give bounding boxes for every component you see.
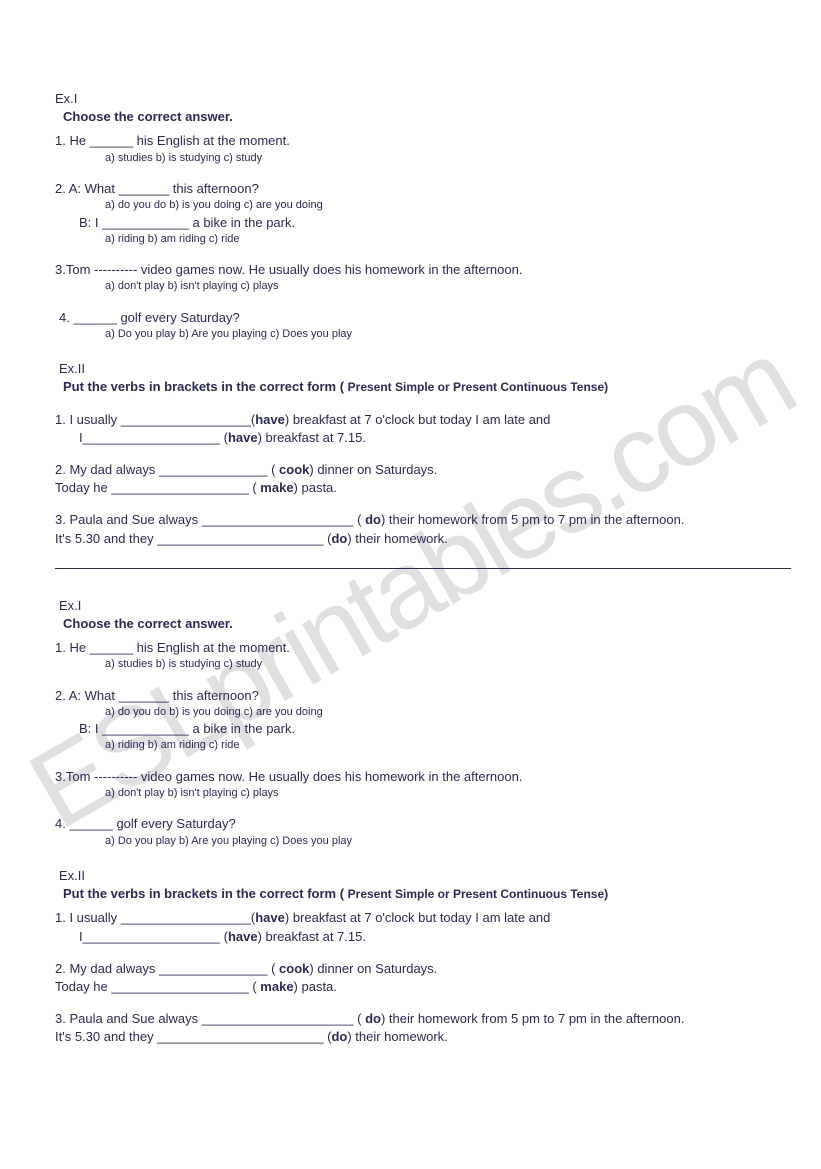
section2-ex1-header: Ex.I Choose the correct answer. [55, 597, 791, 633]
ex2-q3-line2-2: It's 5.30 and they _____________________… [55, 1028, 791, 1046]
ex2-instr-a: Put the verbs in brackets in the correct… [63, 379, 348, 394]
section1-q3: 3.Tom ---------- video games now. He usu… [55, 261, 791, 295]
q4-options: a) Do you play b) Are you playing c) Doe… [105, 327, 791, 342]
q2a-options-2: a) do you do b) is you doing c) are you … [105, 705, 791, 720]
ex2-instr-b-2: Present Simple or Present Continuous Ten… [348, 887, 609, 901]
section1-q1: 1. He ______ his English at the moment. … [55, 132, 791, 166]
q4-text: 4. ______ golf every Saturday? [59, 309, 791, 327]
ex2-instruction-2: Put the verbs in brackets in the correct… [63, 886, 608, 901]
q1-text: 1. He ______ his English at the moment. [55, 132, 791, 150]
ex2-instr-a-2: Put the verbs in brackets in the correct… [63, 886, 348, 901]
section1-ex1-header: Ex.I Choose the correct answer. [55, 90, 791, 126]
q2b-options: a) riding b) am riding c) ride [105, 232, 791, 247]
section1-ex2-q1: 1. I usually __________________(have) br… [55, 411, 791, 447]
section2-q4: 4. ______ golf every Saturday? a) Do you… [55, 815, 791, 849]
ex2-q1-line2: I___________________ (have) breakfast at… [79, 429, 791, 447]
ex2-q1-line1-2: 1. I usually __________________(have) br… [55, 909, 791, 927]
q2a-text-2: 2. A: What _______ this afternoon? [55, 687, 791, 705]
ex2-q2-line1-2: 2. My dad always _______________ ( cook)… [55, 960, 791, 978]
q2a-options: a) do you do b) is you doing c) are you … [105, 198, 791, 213]
q1-text-2: 1. He ______ his English at the moment. [55, 639, 791, 657]
q3-text: 3.Tom ---------- video games now. He usu… [55, 261, 791, 279]
q1-options-2: a) studies b) is studying c) study [105, 657, 791, 672]
ex1-instruction: Choose the correct answer. [63, 109, 233, 124]
q2b-text: B: I ____________ a bike in the park. [79, 214, 791, 232]
q4-options-2: a) Do you play b) Are you playing c) Doe… [105, 834, 791, 849]
ex2-q2-line2: Today he ___________________ ( make) pas… [55, 479, 791, 497]
section1-q2: 2. A: What _______ this afternoon? a) do… [55, 180, 791, 247]
section2-q3: 3.Tom ---------- video games now. He usu… [55, 768, 791, 802]
q3-text-2: 3.Tom ---------- video games now. He usu… [55, 768, 791, 786]
section2-ex2-q3: 3. Paula and Sue always ________________… [55, 1010, 791, 1046]
section2-q1: 1. He ______ his English at the moment. … [55, 639, 791, 673]
ex1-label: Ex.I [55, 91, 77, 106]
section2-ex2-q1: 1. I usually __________________(have) br… [55, 909, 791, 945]
q2b-text-2: B: I ____________ a bike in the park. [79, 720, 791, 738]
section1-ex2-q2: 2. My dad always _______________ ( cook)… [55, 461, 791, 497]
ex1-label-2: Ex.I [59, 598, 81, 613]
ex2-q3-line2: It's 5.30 and they _____________________… [55, 530, 791, 548]
ex2-label-2: Ex.II [59, 868, 85, 883]
q3-options-2: a) don't play b) isn't playing c) plays [105, 786, 791, 801]
ex2-label: Ex.II [59, 361, 85, 376]
ex2-q1-line1: 1. I usually __________________(have) br… [55, 411, 791, 429]
q3-options: a) don't play b) isn't playing c) plays [105, 279, 791, 294]
section1-ex2-header: Ex.II Put the verbs in brackets in the c… [55, 360, 791, 396]
ex2-instr-b: Present Simple or Present Continuous Ten… [348, 380, 609, 394]
ex2-q2-line1: 2. My dad always _______________ ( cook)… [55, 461, 791, 479]
ex2-q2-line2-2: Today he ___________________ ( make) pas… [55, 978, 791, 996]
ex1-instruction-2: Choose the correct answer. [63, 616, 233, 631]
ex2-q3-line1: 3. Paula and Sue always ________________… [55, 511, 791, 529]
q4-text-2: 4. ______ golf every Saturday? [55, 815, 791, 833]
q2b-options-2: a) riding b) am riding c) ride [105, 738, 791, 753]
q1-options: a) studies b) is studying c) study [105, 151, 791, 166]
section-divider [55, 568, 791, 569]
section2-q2: 2. A: What _______ this afternoon? a) do… [55, 687, 791, 754]
section2-ex2-header: Ex.II Put the verbs in brackets in the c… [55, 867, 791, 903]
section2-ex2-q2: 2. My dad always _______________ ( cook)… [55, 960, 791, 996]
q2a-text: 2. A: What _______ this afternoon? [55, 180, 791, 198]
ex2-q1-line2-2: I___________________ (have) breakfast at… [79, 928, 791, 946]
page-content: Ex.I Choose the correct answer. 1. He __… [0, 0, 821, 1083]
section1-q4: 4. ______ golf every Saturday? a) Do you… [55, 309, 791, 343]
ex2-q3-line1-2: 3. Paula and Sue always ________________… [55, 1010, 791, 1028]
ex2-instruction: Put the verbs in brackets in the correct… [63, 379, 608, 394]
section1-ex2-q3: 3. Paula and Sue always ________________… [55, 511, 791, 547]
